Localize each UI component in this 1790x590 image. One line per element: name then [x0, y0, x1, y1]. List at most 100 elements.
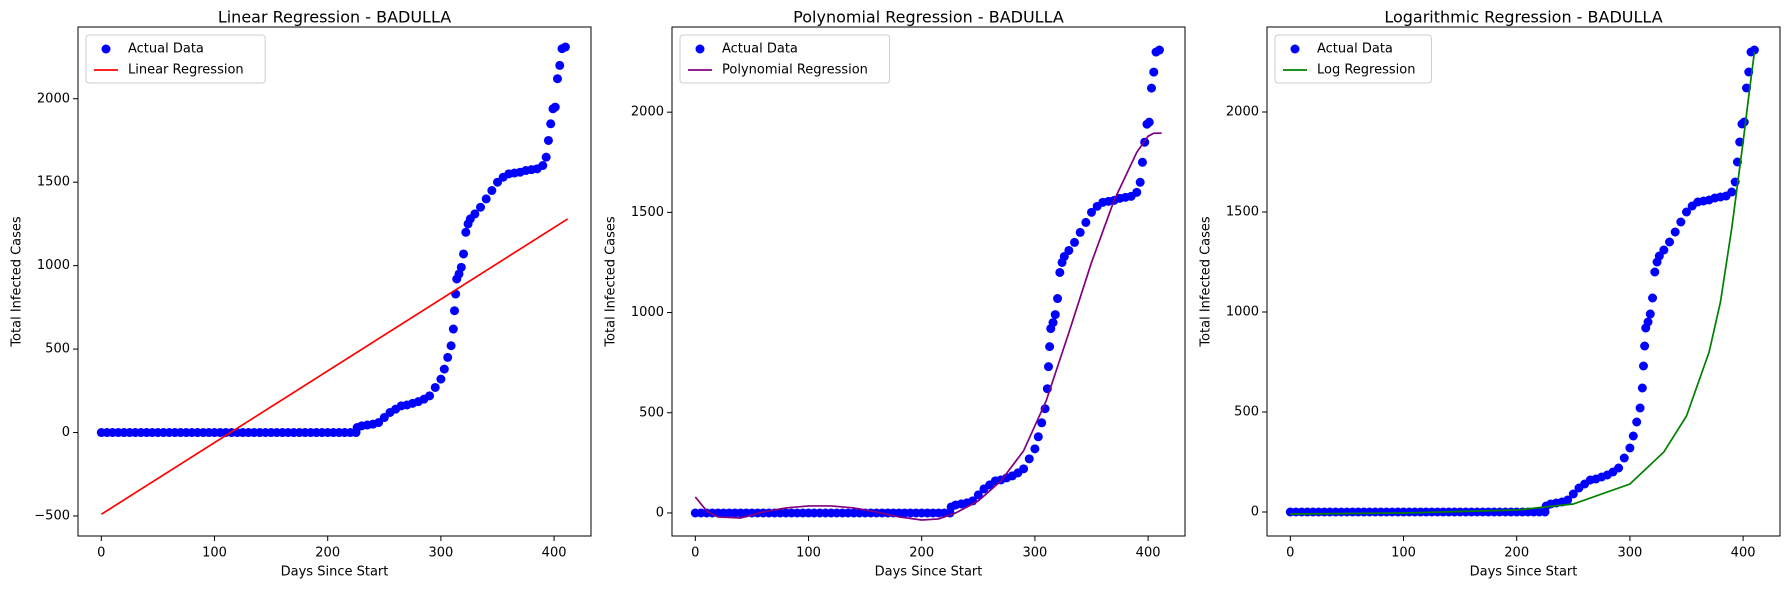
data-point	[476, 202, 486, 212]
data-point	[1132, 187, 1142, 197]
y-tick-label: 0	[62, 425, 70, 440]
data-point	[1640, 341, 1650, 351]
y-tick-label: 0	[656, 505, 664, 520]
data-point	[541, 152, 551, 162]
y-tick-label: 1000	[631, 305, 664, 320]
data-point	[538, 161, 548, 171]
data-point	[1037, 418, 1047, 428]
legend-marker	[1290, 44, 1300, 54]
data-point	[1568, 489, 1578, 499]
data-point	[1676, 217, 1686, 227]
data-point	[481, 194, 491, 204]
y-tick-label: 1000	[1226, 305, 1259, 320]
data-point	[1682, 207, 1692, 217]
x-tick-label: 200	[315, 546, 340, 561]
data-point	[1019, 464, 1029, 474]
data-point	[1739, 117, 1749, 127]
chart-title: Linear Regression - BADULLA	[218, 8, 451, 27]
data-point	[1154, 45, 1164, 55]
data-point	[1659, 245, 1669, 255]
data-point	[459, 249, 469, 259]
data-point	[436, 374, 446, 384]
data-point	[1053, 294, 1063, 304]
data-point	[1135, 177, 1145, 187]
y-tick-label: 1500	[37, 175, 70, 190]
y-tick-label: 0	[1251, 505, 1259, 520]
legend-marker	[695, 44, 705, 54]
data-point	[1081, 217, 1091, 227]
legend-label: Log Regression	[1317, 63, 1415, 78]
data-point	[546, 119, 556, 129]
x-tick-label: 0	[97, 546, 105, 561]
data-point	[1643, 317, 1653, 327]
y-tick-label: 1500	[631, 205, 664, 220]
data-point	[443, 352, 453, 362]
chart-title: Polynomial Regression - BADULLA	[793, 8, 1064, 27]
data-point	[1149, 67, 1159, 77]
legend-label: Polynomial Regression	[722, 63, 868, 78]
x-tick-label: 100	[1391, 546, 1416, 561]
data-point	[1670, 227, 1680, 237]
data-point	[1087, 207, 1097, 217]
data-point	[1137, 157, 1147, 167]
data-point	[555, 60, 565, 70]
x-tick-label: 0	[691, 546, 699, 561]
regression-line	[100, 218, 569, 516]
data-point	[1727, 187, 1737, 197]
data-point	[1563, 495, 1573, 505]
data-point	[487, 186, 497, 196]
plot-area	[690, 45, 1164, 521]
data-point	[552, 74, 562, 84]
data-point	[550, 102, 560, 112]
data-point	[1050, 310, 1060, 320]
data-point	[1749, 45, 1759, 55]
plot-area	[1285, 45, 1759, 517]
data-point	[430, 382, 440, 392]
data-point	[1045, 342, 1055, 352]
data-point	[1628, 431, 1638, 441]
axes-frame	[1266, 26, 1781, 537]
regression-line	[694, 132, 1162, 521]
x-tick-label: 0	[1286, 546, 1294, 561]
y-tick-label: 2000	[37, 91, 70, 106]
x-tick-label: 200	[1504, 546, 1529, 561]
data-point	[1146, 83, 1156, 93]
data-point	[1614, 463, 1624, 473]
y-tick-label: 2000	[1226, 105, 1259, 120]
data-point	[1635, 403, 1645, 413]
y-tick-label: −500	[34, 508, 70, 523]
data-point	[560, 42, 570, 52]
data-point	[449, 306, 459, 316]
data-point	[1070, 237, 1080, 247]
y-tick-label: 1000	[37, 258, 70, 273]
x-axis-label: Days Since Start	[875, 565, 983, 580]
y-axis-label: Total Infected Cases	[1199, 216, 1214, 348]
data-point	[1638, 361, 1648, 371]
y-axis-label: Total Infected Cases	[10, 216, 25, 348]
x-tick-label: 300	[428, 546, 453, 561]
data-point	[1144, 117, 1154, 127]
data-point	[446, 341, 456, 351]
data-point	[1637, 383, 1647, 393]
x-tick-label: 400	[542, 546, 567, 561]
regression-line	[1290, 51, 1756, 515]
data-point	[448, 324, 458, 334]
data-point	[1625, 443, 1635, 453]
x-tick-label: 100	[796, 546, 821, 561]
x-tick-label: 300	[1617, 546, 1642, 561]
data-point	[425, 391, 435, 401]
data-point	[1064, 245, 1074, 255]
data-point	[543, 135, 553, 145]
y-axis-label: Total Infected Cases	[604, 216, 619, 348]
data-point	[1648, 293, 1658, 303]
legend-box	[679, 34, 891, 84]
data-point	[439, 364, 449, 374]
data-point	[1619, 453, 1629, 463]
data-point	[1632, 417, 1642, 427]
x-tick-label: 200	[909, 546, 934, 561]
y-tick-label: 500	[45, 342, 70, 357]
y-tick-label: 500	[639, 405, 664, 420]
y-tick-label: 2000	[631, 105, 664, 120]
x-tick-label: 400	[1731, 546, 1756, 561]
